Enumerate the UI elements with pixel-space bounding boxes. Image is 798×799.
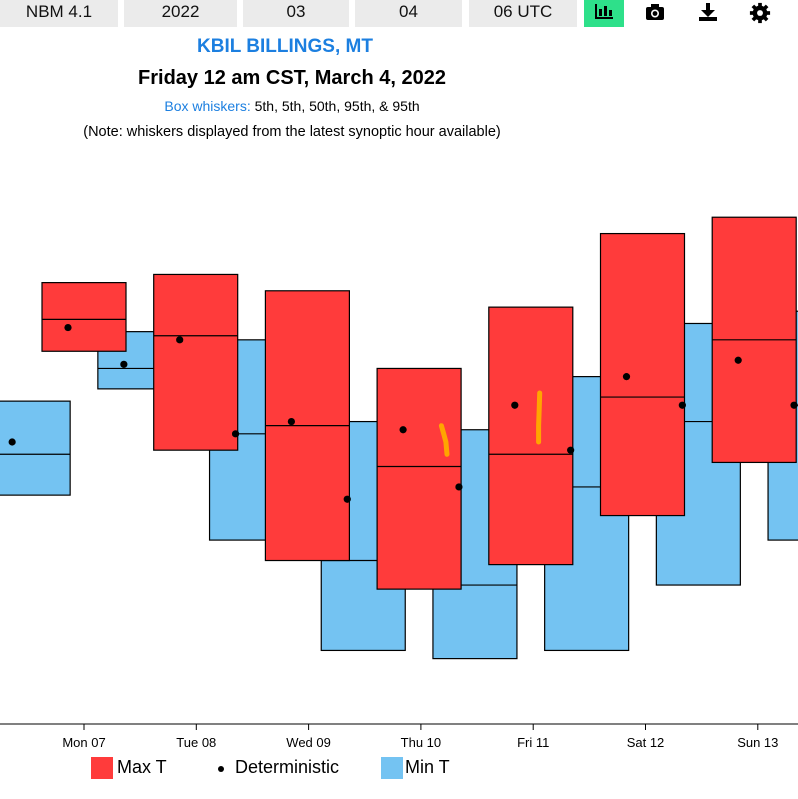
toolbar: NBM 4.1 2022 03 04 06 UTC [0,0,798,28]
min-t-deterministic-point-2 [231,430,240,438]
min-t-deterministic-point-3 [343,495,351,503]
min-t-box-0 [0,400,71,496]
legend: Max T Deterministic Min T [0,757,798,781]
forecast-box-chart: Mon 07 Tue 08 Wed 09 Thu 10 Fri 11 Sat 12 Sun … [0,216,798,750]
x-tick-label-5: Sat 12 [627,735,665,750]
max-t-box-0 [41,282,127,352]
max-t-deterministic-point-6 [734,356,742,364]
cycle-select[interactable]: 06 UTC [469,0,577,27]
max-t-deterministic-point-3 [399,426,407,434]
settings-button[interactable] [740,0,780,27]
max-t-deterministic-point-1 [176,336,184,344]
max-t-box-1 [153,273,239,451]
model-select[interactable]: NBM 4.1 [0,0,118,27]
max-t-box-3 [376,367,462,590]
x-tick-label-2: Wed 09 [286,735,331,750]
whiskers-label: Box whiskers: [164,98,251,114]
box-chart-icon [595,4,613,19]
min-t-deterministic-point-1 [120,360,128,368]
station-title: KBIL BILLINGS, MT [197,36,373,57]
screenshot-button[interactable] [635,0,675,27]
x-tick-label-3: Thu 10 [401,735,441,750]
note-text: (Note: whiskers displayed from the lates… [83,124,501,140]
observed-trace-0 [438,423,450,457]
min-t-deterministic-point-7 [790,401,798,409]
max-t-deterministic-point-2 [287,417,295,426]
whiskers-value: 5th, 5th, 50th, 95th, & 95th [254,98,420,114]
box-chart-button[interactable] [584,0,624,27]
x-tick-label-0: Mon 07 [62,735,105,750]
x-tick-label-6: Sun 13 [737,735,778,750]
legend-deterministic-label: Deterministic [235,757,340,777]
min-t-deterministic-point-0 [8,438,16,446]
min-t-deterministic-point-5 [567,446,575,454]
whiskers-info: Box whiskers: 5th, 5th, 50th, 95th, & 95… [0,98,584,114]
min-t-deterministic-point-4 [455,483,463,491]
legend-min-label: Min T [405,757,450,777]
legend-max-swatch [91,757,113,779]
download-icon [699,3,717,21]
max-t-box-5 [599,232,686,517]
camera-icon [646,4,664,20]
day-select[interactable]: 04 [355,0,462,27]
x-tick-label-1: Tue 08 [176,735,216,750]
max-t-box-4 [488,306,574,566]
legend-max-label: Max T [117,757,167,777]
forecast-datetime: Friday 12 am CST, March 4, 2022 [138,67,446,89]
gear-icon [749,2,771,24]
legend-min-swatch [381,757,403,779]
max-t-deterministic-point-0 [64,323,72,332]
year-select[interactable]: 2022 [124,0,237,27]
min-t-deterministic-point-6 [678,401,686,409]
download-button[interactable] [688,0,728,27]
max-t-deterministic-point-4 [511,401,519,409]
max-t-deterministic-point-5 [622,373,631,381]
observed-trace-1 [536,390,543,445]
x-tick-label-4: Fri 11 [517,735,549,750]
legend-deterministic-dot [218,766,224,772]
month-select[interactable]: 03 [243,0,349,27]
